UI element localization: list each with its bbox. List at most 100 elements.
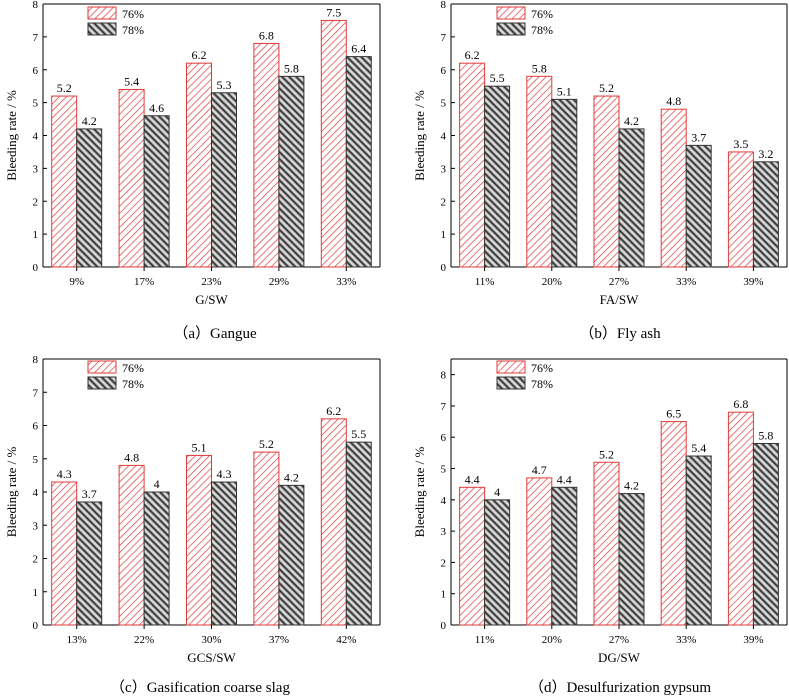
chart-panel-3: 0 1 2 3 4 5 6 7 8 Bleeding rate / % 13% 4.3 3.7 22% 4.… bbox=[4, 354, 381, 696]
data-label: 4.8 bbox=[124, 450, 139, 464]
data-label: 5.4 bbox=[691, 441, 706, 455]
legend: 76%78% bbox=[87, 360, 144, 391]
panel-caption: （b）Fly ash bbox=[579, 325, 661, 342]
x-tick-label: 33% bbox=[676, 276, 696, 288]
bar-series-a bbox=[459, 486, 486, 626]
x-tick-label: 23% bbox=[201, 276, 221, 288]
y-tick-label: 1 bbox=[33, 229, 39, 241]
y-tick-label: 6 bbox=[33, 421, 39, 433]
data-label: 4.3 bbox=[217, 467, 232, 481]
legend: 76%78% bbox=[87, 6, 144, 37]
bar-series-a bbox=[593, 461, 620, 626]
data-label: 5.8 bbox=[758, 428, 773, 442]
y-tick-label: 6 bbox=[33, 65, 39, 77]
y-tick-label: 7 bbox=[33, 387, 39, 399]
x-tick-label: 22% bbox=[134, 634, 154, 646]
x-tick-label: 39% bbox=[743, 276, 763, 288]
y-tick-label: 6 bbox=[441, 65, 447, 77]
y-tick-label: 0 bbox=[441, 620, 447, 632]
y-tick-label: 5 bbox=[33, 454, 39, 466]
bar-series-a bbox=[253, 451, 280, 626]
y-tick-label: 7 bbox=[441, 401, 447, 413]
legend-swatch-series-b bbox=[496, 376, 526, 390]
data-label: 4.2 bbox=[284, 470, 299, 484]
data-label: 6.4 bbox=[351, 42, 366, 56]
x-tick-label: 11% bbox=[475, 276, 495, 288]
y-tick-label: 7 bbox=[441, 32, 447, 44]
y-tick-label: 4 bbox=[33, 131, 39, 143]
data-label: 6.8 bbox=[733, 397, 748, 411]
bar-series-b bbox=[752, 442, 779, 626]
bar-series-b bbox=[211, 92, 237, 268]
x-tick-label: 9% bbox=[69, 276, 84, 288]
data-label: 4 bbox=[494, 485, 500, 499]
legend-swatch-series-b bbox=[87, 22, 117, 36]
bar-series-a bbox=[118, 88, 145, 268]
y-tick-label: 2 bbox=[441, 557, 447, 569]
legend: 76%78% bbox=[496, 360, 553, 391]
y-axis-title: Bleeding rate / % bbox=[412, 447, 427, 538]
y-tick-label: 0 bbox=[441, 262, 447, 274]
data-label: 4.6 bbox=[149, 101, 164, 115]
y-tick-label: 7 bbox=[33, 32, 39, 44]
x-tick-label: 33% bbox=[676, 634, 696, 646]
bar-series-a bbox=[526, 75, 553, 268]
y-tick-label: 4 bbox=[441, 131, 447, 143]
bar-series-a bbox=[660, 421, 687, 626]
bar-series-a bbox=[186, 62, 212, 268]
panel-caption: （a）Gangue bbox=[173, 325, 257, 342]
bar-series-b bbox=[752, 161, 779, 268]
legend-label-series-b: 78% bbox=[531, 23, 553, 37]
x-axis-title: GCS/SW bbox=[187, 650, 236, 665]
data-label: 6.2 bbox=[192, 48, 207, 62]
bar-series-b bbox=[76, 128, 103, 268]
bar-series-a bbox=[727, 151, 754, 268]
bar-series-b bbox=[685, 144, 712, 268]
y-tick-label: 2 bbox=[441, 196, 447, 208]
x-tick-label: 11% bbox=[475, 634, 495, 646]
x-tick-label: 39% bbox=[743, 634, 763, 646]
x-tick-label: 29% bbox=[269, 276, 289, 288]
data-label: 3.2 bbox=[758, 147, 773, 161]
legend-swatch-series-a bbox=[496, 360, 526, 374]
y-tick-label: 5 bbox=[441, 464, 447, 476]
x-axis-title: G/SW bbox=[195, 292, 228, 307]
bar-series-a bbox=[51, 95, 78, 268]
data-label: 4.8 bbox=[666, 94, 681, 108]
bar-series-b bbox=[76, 501, 103, 626]
y-tick-label: 2 bbox=[33, 196, 39, 208]
data-label: 4.7 bbox=[532, 463, 547, 477]
data-label: 4.2 bbox=[82, 114, 97, 128]
bar-series-b bbox=[345, 441, 372, 626]
data-label: 4.4 bbox=[557, 472, 572, 486]
bar-series-b bbox=[484, 499, 511, 626]
x-tick-label: 33% bbox=[336, 276, 356, 288]
bar-series-b bbox=[551, 98, 578, 268]
bar-series-b bbox=[345, 56, 372, 268]
data-label: 6.8 bbox=[259, 28, 274, 42]
y-tick-label: 1 bbox=[441, 589, 447, 601]
x-tick-label: 13% bbox=[67, 634, 87, 646]
x-tick-label: 17% bbox=[134, 276, 154, 288]
bar-series-a bbox=[660, 108, 687, 268]
data-label: 5.8 bbox=[532, 61, 547, 75]
panel-caption: （d）Desulfurization gypsum bbox=[529, 679, 711, 696]
x-axis-title: DG/SW bbox=[598, 650, 641, 665]
y-axis-title: Bleeding rate / % bbox=[4, 447, 19, 538]
x-axis-title: FA/SW bbox=[600, 292, 639, 307]
x-tick-label: 42% bbox=[336, 634, 356, 646]
data-label: 5.4 bbox=[124, 74, 139, 88]
y-tick-label: 3 bbox=[33, 163, 39, 175]
x-tick-label: 27% bbox=[609, 634, 629, 646]
bar-series-b bbox=[484, 85, 511, 268]
legend-label-series-a: 76% bbox=[122, 361, 144, 375]
data-label: 5.2 bbox=[599, 447, 614, 461]
legend-label-series-a: 76% bbox=[122, 7, 144, 21]
data-label: 5.2 bbox=[259, 437, 274, 451]
bar-series-a bbox=[459, 62, 486, 268]
data-label: 6.2 bbox=[465, 48, 480, 62]
legend-label-series-b: 78% bbox=[122, 23, 144, 37]
y-axis-title: Bleeding rate / % bbox=[4, 90, 19, 181]
y-tick-label: 3 bbox=[33, 520, 39, 532]
data-label: 3.7 bbox=[82, 487, 97, 501]
